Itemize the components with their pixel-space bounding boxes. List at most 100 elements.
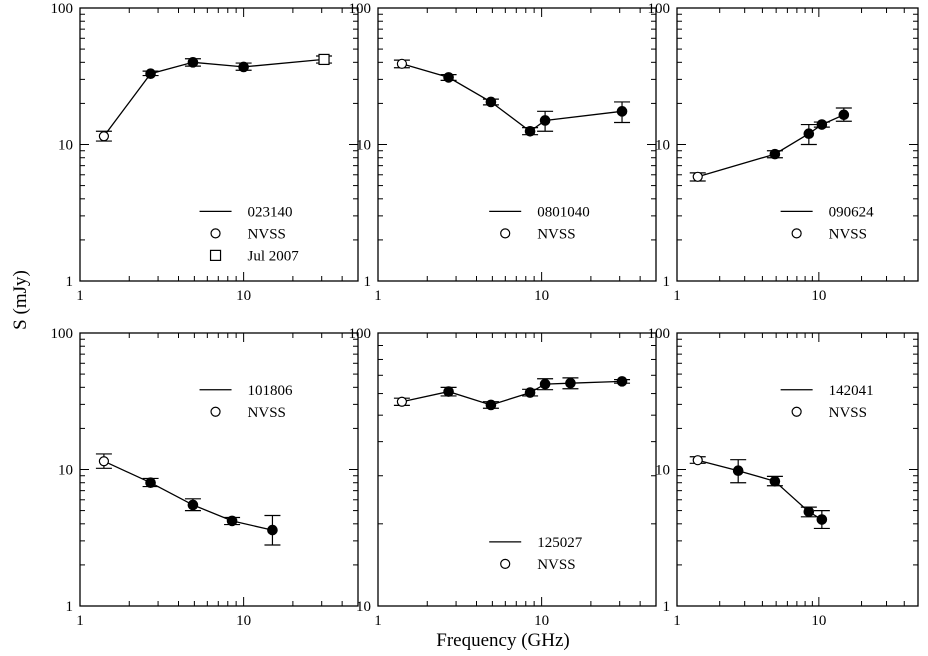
data-point-filled [616, 106, 628, 117]
data-point-filled [485, 399, 497, 411]
legend: 090624 NVSS [780, 204, 875, 242]
data-point-group [614, 376, 631, 387]
data-point-open [692, 455, 703, 466]
data-point-square [318, 53, 330, 66]
plot-frame [377, 332, 657, 607]
legend-circle-symbol [791, 228, 802, 239]
y-tick-label: 100 [648, 326, 671, 342]
y-tick-label: 10 [356, 599, 371, 615]
data-point-group [184, 57, 201, 68]
x-tick-label: 10 [811, 613, 826, 629]
data-point-filled [732, 465, 744, 476]
y-tick-label: 10 [356, 138, 371, 154]
y-tick-label: 100 [51, 1, 74, 17]
series-line [103, 58, 325, 137]
legend: 023140 NVSS Jul 2007 [199, 204, 299, 264]
data-point-group [95, 130, 112, 142]
data-point-filled [443, 72, 454, 83]
y-axis-title: S (mJy) [10, 270, 31, 330]
legend-label: 125027 [537, 535, 583, 551]
legend-label: 023140 [248, 204, 293, 220]
legend: 142041 NVSS [780, 383, 874, 421]
data-point-group [537, 110, 554, 132]
legend-circle-symbol [210, 406, 221, 417]
data-point-open [396, 396, 408, 407]
x-axis-title: Frequency (GHz) [436, 630, 569, 651]
y-tick-label: 10 [655, 138, 670, 154]
data-point-group [730, 459, 747, 484]
data-point-filled [485, 96, 497, 108]
plot-frame [377, 7, 657, 282]
y-tick-label: 1 [663, 599, 671, 615]
series-line [697, 459, 823, 521]
legend-label: 142041 [829, 383, 874, 399]
data-point-group [522, 125, 539, 137]
y-tick-label: 10 [655, 463, 670, 479]
legend-label: 0801040 [537, 204, 590, 220]
x-tick-label: 10 [534, 613, 549, 629]
data-point-filled [539, 378, 551, 390]
data-point-group [393, 58, 410, 69]
panel-090624: 1 10 1 10 100 090624 NVSS [648, 1, 919, 304]
data-point-group [440, 72, 457, 83]
legend-circle-symbol [791, 406, 802, 417]
legend: 0801040 NVSS [489, 204, 590, 242]
data-point-group [813, 509, 830, 530]
x-tick-label: 1 [374, 613, 382, 629]
y-tick-label: 100 [648, 1, 671, 17]
y-tick-label: 1 [364, 274, 372, 290]
data-point-group [95, 453, 112, 469]
series-line [103, 460, 273, 531]
data-point-group [689, 171, 706, 182]
series-line [401, 63, 623, 133]
data-point-filled [267, 524, 278, 536]
panel-101806: 1 10 1 10 100 101806 NVSS [51, 326, 359, 629]
plot-frame [79, 7, 359, 282]
data-point-group [562, 377, 579, 390]
x-tick-label: 1 [76, 613, 84, 629]
data-point-group [440, 386, 457, 397]
data-point-open [692, 171, 703, 182]
data-point-open [98, 131, 110, 142]
data-point-group [614, 101, 631, 124]
data-point-filled [769, 475, 781, 487]
y-tick-label: 10 [58, 463, 73, 479]
panel-0801040: 1 10 1 10 100 0801040 NVSS [349, 1, 657, 304]
y-tick-label: 100 [349, 1, 372, 17]
data-point-filled [187, 57, 199, 68]
data-point-filled [524, 125, 536, 137]
data-point-filled [816, 119, 828, 130]
data-point-group [766, 148, 783, 160]
data-point-filled [524, 387, 536, 398]
data-point-filled [145, 477, 156, 489]
data-point-group [142, 477, 159, 489]
x-tick-label: 10 [236, 613, 251, 629]
legend-label: 090624 [829, 204, 875, 220]
x-tick-label: 1 [374, 288, 382, 304]
legend-circle-symbol [500, 558, 511, 569]
legend: 125027 NVSS [489, 535, 583, 573]
data-point-group [813, 119, 830, 130]
y-tick-label: 100 [349, 326, 372, 342]
data-point-group [522, 387, 539, 398]
y-tick-label: 100 [51, 326, 74, 342]
legend-label: NVSS [537, 226, 575, 242]
x-tick-label: 1 [673, 613, 681, 629]
data-point-group [689, 455, 706, 466]
data-point-filled [145, 68, 156, 80]
data-point-filled [443, 386, 454, 397]
data-point-group [235, 61, 252, 73]
data-point-group [835, 107, 852, 122]
legend-label: NVSS [537, 557, 575, 573]
data-point-group [800, 506, 817, 518]
data-point-group [537, 378, 554, 391]
series-line [401, 380, 623, 406]
data-point-filled [803, 128, 815, 139]
legend-label: NVSS [248, 226, 286, 242]
x-tick-label: 10 [236, 288, 251, 304]
x-tick-label: 10 [534, 288, 549, 304]
y-tick-label: 1 [663, 274, 671, 290]
data-point-filled [816, 514, 828, 525]
